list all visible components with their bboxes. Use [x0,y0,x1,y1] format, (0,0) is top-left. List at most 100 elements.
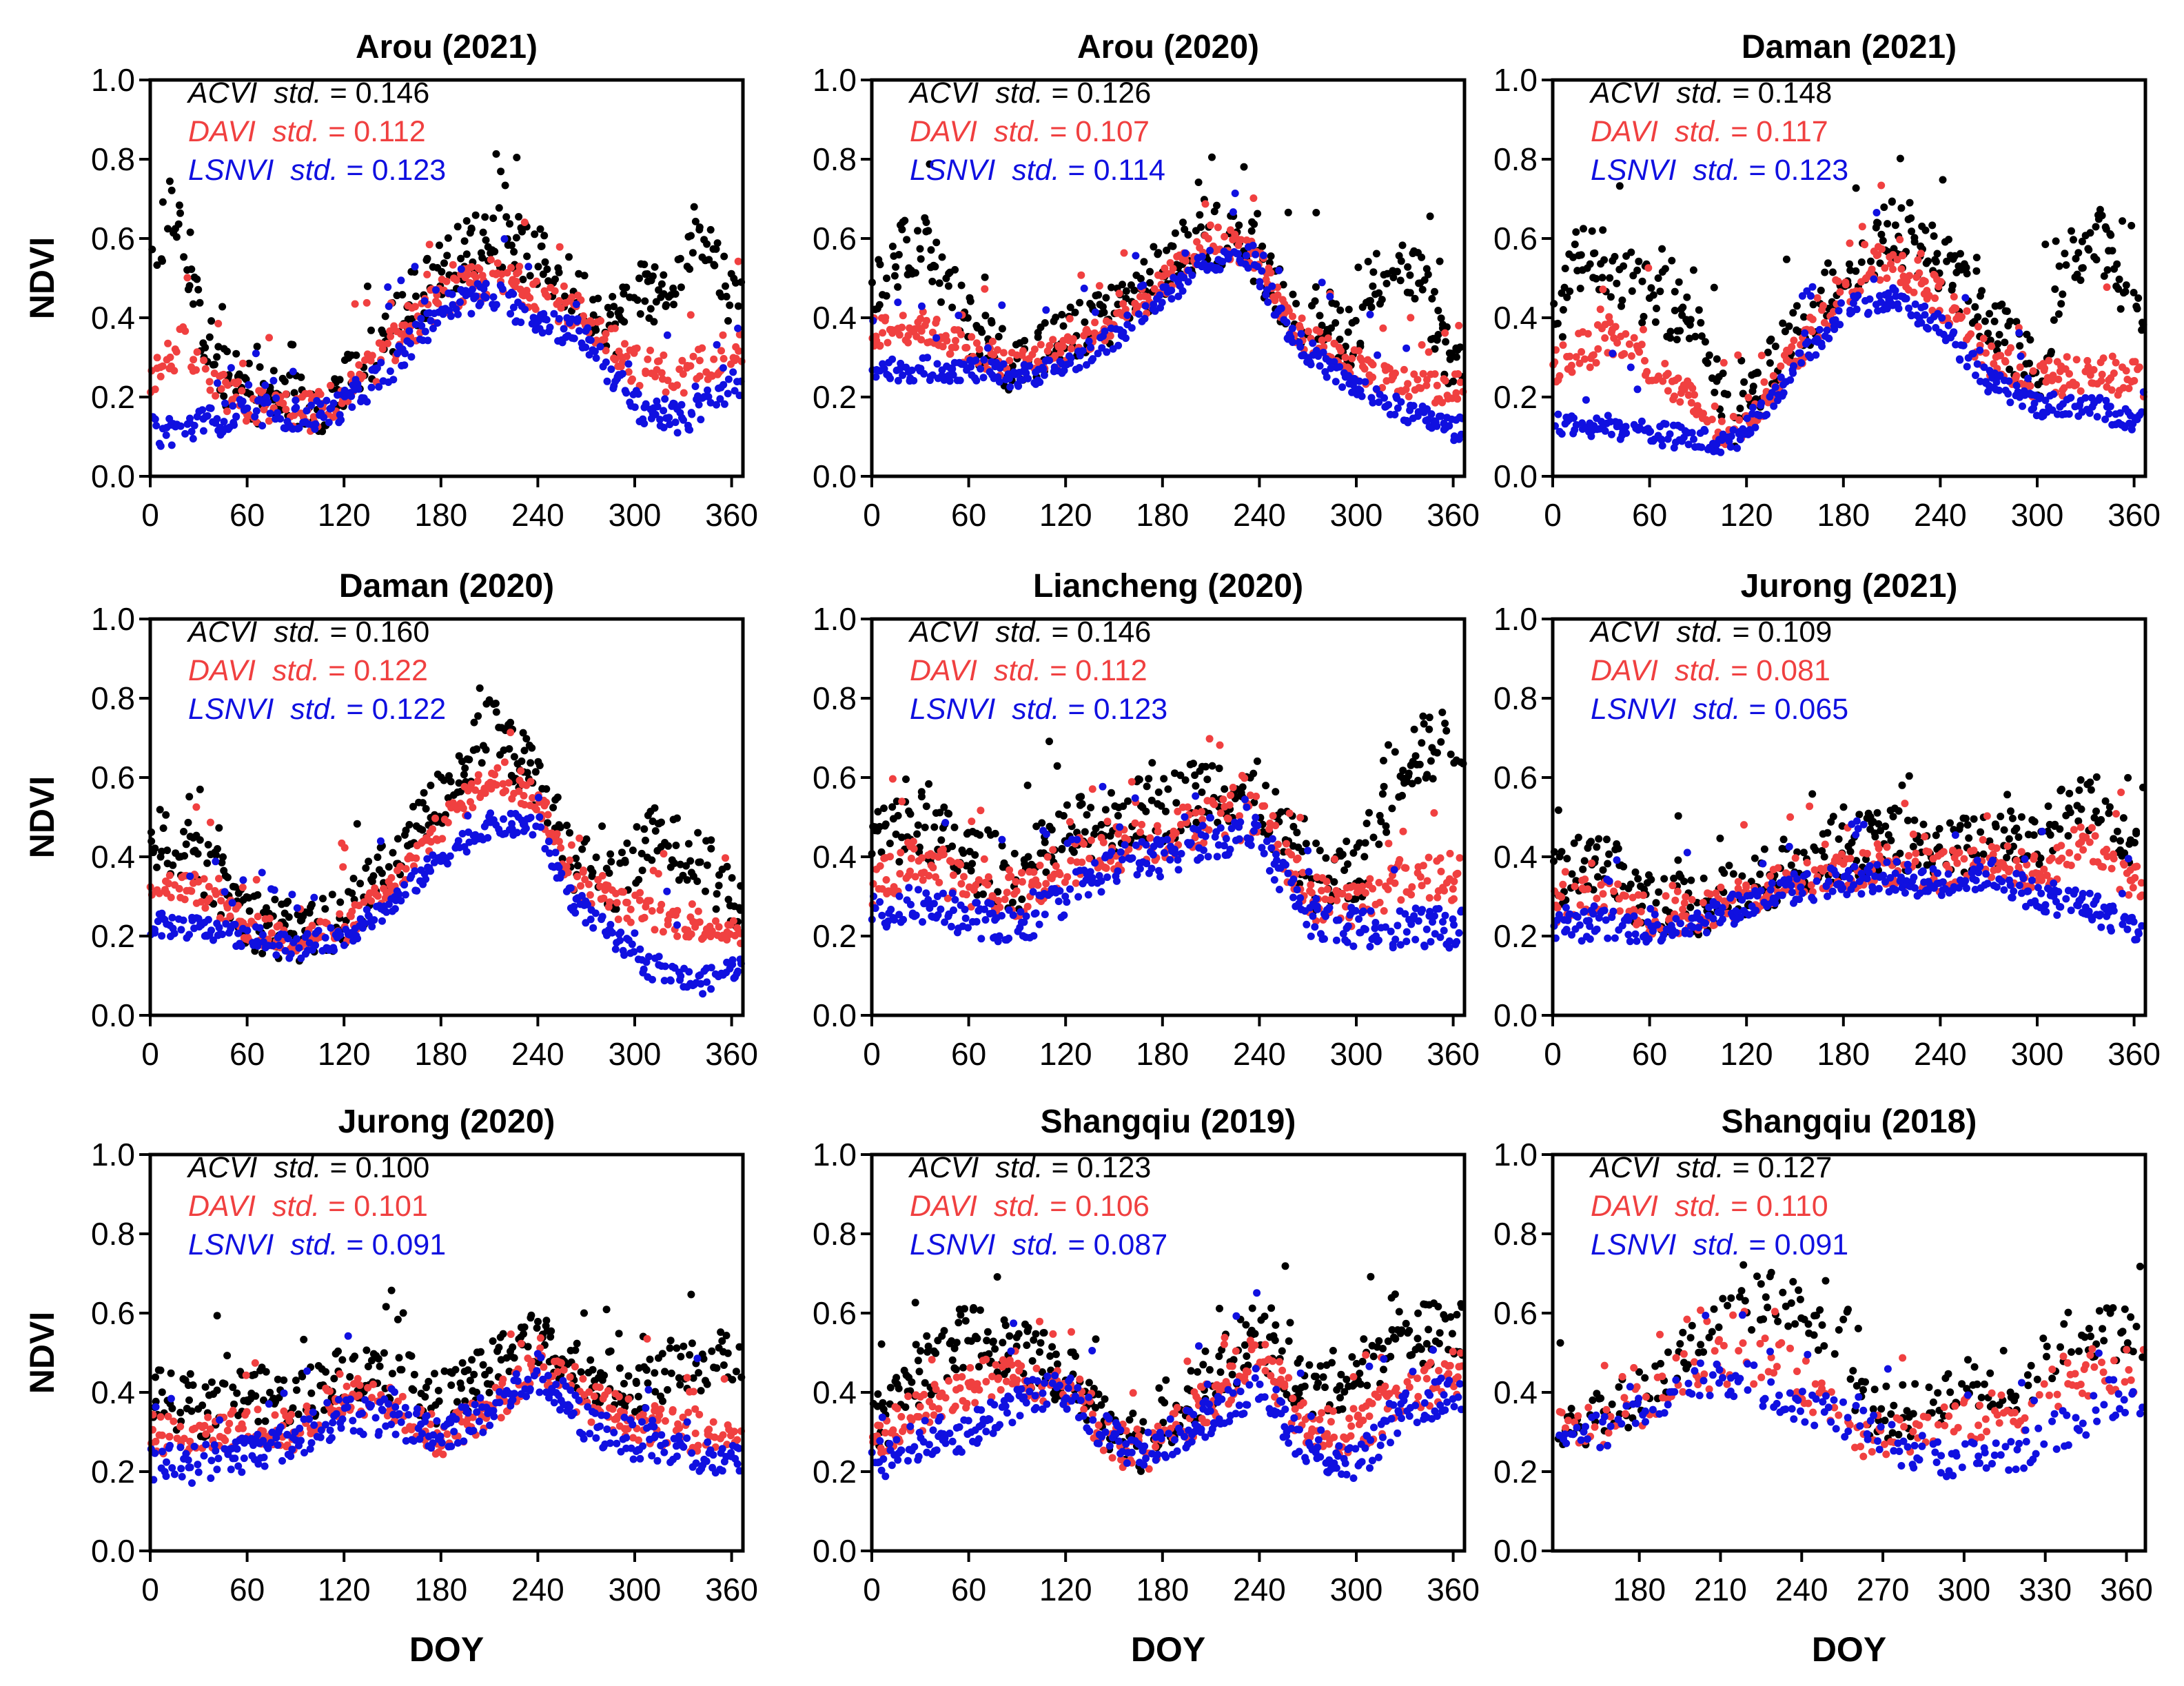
davi-point [1206,221,1214,230]
lsnvi-point [663,887,671,895]
davi-point [977,806,985,815]
equals-sign: = [1724,77,1758,110]
davi-point [347,370,355,378]
lsnvi-point [181,429,190,438]
y-tick-label: 1.0 [91,62,135,98]
acvi-point [592,853,600,862]
equals-sign: = [338,693,372,726]
davi-point [715,923,723,931]
davi-point [644,355,652,363]
acvi-point [642,836,649,844]
davi-point [1813,294,1821,302]
acvi-point [356,880,365,888]
lsnvi-point [370,916,378,924]
acvi-point [957,281,966,290]
davi-point [1627,352,1635,360]
davi-point [687,930,695,938]
acvi-point [1351,316,1360,325]
acvi-point [1896,154,1904,163]
acvi-point [582,835,591,843]
lsnvi-point [2019,402,2026,410]
acvi-point [1404,263,1412,271]
lsnvi-point [1198,252,1206,261]
lsnvi-point [1609,349,1617,358]
davi-point [957,861,965,869]
lsnvi-point [251,413,259,420]
acvi-point [1817,286,1825,294]
davi-point [1889,265,1897,274]
lsnvi-point [977,365,985,373]
lsnvi-point [229,402,237,410]
acvi-point [1045,738,1053,746]
lsnvi-point [272,951,280,959]
lsnvi-point [1040,371,1048,379]
equals-sign: = [320,654,354,687]
std-value: 0.114 [1094,154,1165,187]
acvi-point [657,818,665,826]
acvi-point [1924,257,1932,265]
lsnvi-point [1103,348,1111,356]
davi-point [722,854,729,862]
acvi-point [412,292,420,301]
acvi-point [926,160,934,168]
acvi-point [1345,305,1353,314]
lsnvi-point [1854,292,1862,300]
acvi-point [1939,176,1947,184]
acvi-point [1558,333,1566,341]
davi-point [946,349,955,358]
davi-point [491,771,499,779]
davi-point [1006,356,1014,365]
davi-point [1296,813,1305,822]
acvi-point [515,213,523,221]
lsnvi-point [468,285,476,294]
lsnvi-point [1818,343,1826,350]
acvi-point [513,154,521,161]
acvi-point [1880,203,1888,212]
davi-point [1594,345,1602,353]
acvi-point [1671,307,1679,314]
davi-point [1078,858,1086,866]
acvi-point [336,898,345,906]
lsnvi-point [348,403,356,412]
acvi-point [220,392,228,400]
davi-point [1323,885,1331,893]
davi-point [308,922,316,930]
acvi-point [706,225,715,234]
lsnvi-point [312,420,320,428]
x-tick-label: 60 [229,1036,265,1072]
acvi-point [944,282,952,290]
acvi-point [271,895,279,904]
x-tick-label: 0 [1544,497,1562,533]
x-tick-label: 360 [2108,497,2161,533]
acvi-point [930,823,939,831]
lsnvi-point [1956,356,1964,364]
acvi-point [638,866,646,875]
acvi-point [1235,221,1243,230]
x-tick-label: 120 [318,497,371,533]
davi-point [1084,328,1092,336]
lsnvi-point [239,876,247,884]
acvi-point [549,804,558,812]
acvi-point [297,373,305,381]
davi-point [459,804,467,813]
davi-point [193,348,201,356]
equals-sign: = [1741,154,1775,187]
davi-point [1375,879,1383,886]
lsnvi-point [706,398,715,407]
acvi-point [1418,285,1427,294]
lsnvi-point [424,336,432,345]
lsnvi-point [185,931,193,939]
lsnvi-point [1938,314,1946,322]
davi-point [387,874,396,882]
davi-point [1641,356,1649,365]
acvi-point [1828,268,1837,276]
davi-point [1858,223,1866,231]
lsnvi-point [411,321,420,329]
lsnvi-point [1976,346,1984,354]
davi-point [1091,318,1099,327]
acvi-point [1094,291,1103,299]
acvi-point [492,150,500,158]
lsnvi-point [1326,292,1334,301]
acvi-point [1208,762,1216,770]
acvi-point [722,292,731,301]
